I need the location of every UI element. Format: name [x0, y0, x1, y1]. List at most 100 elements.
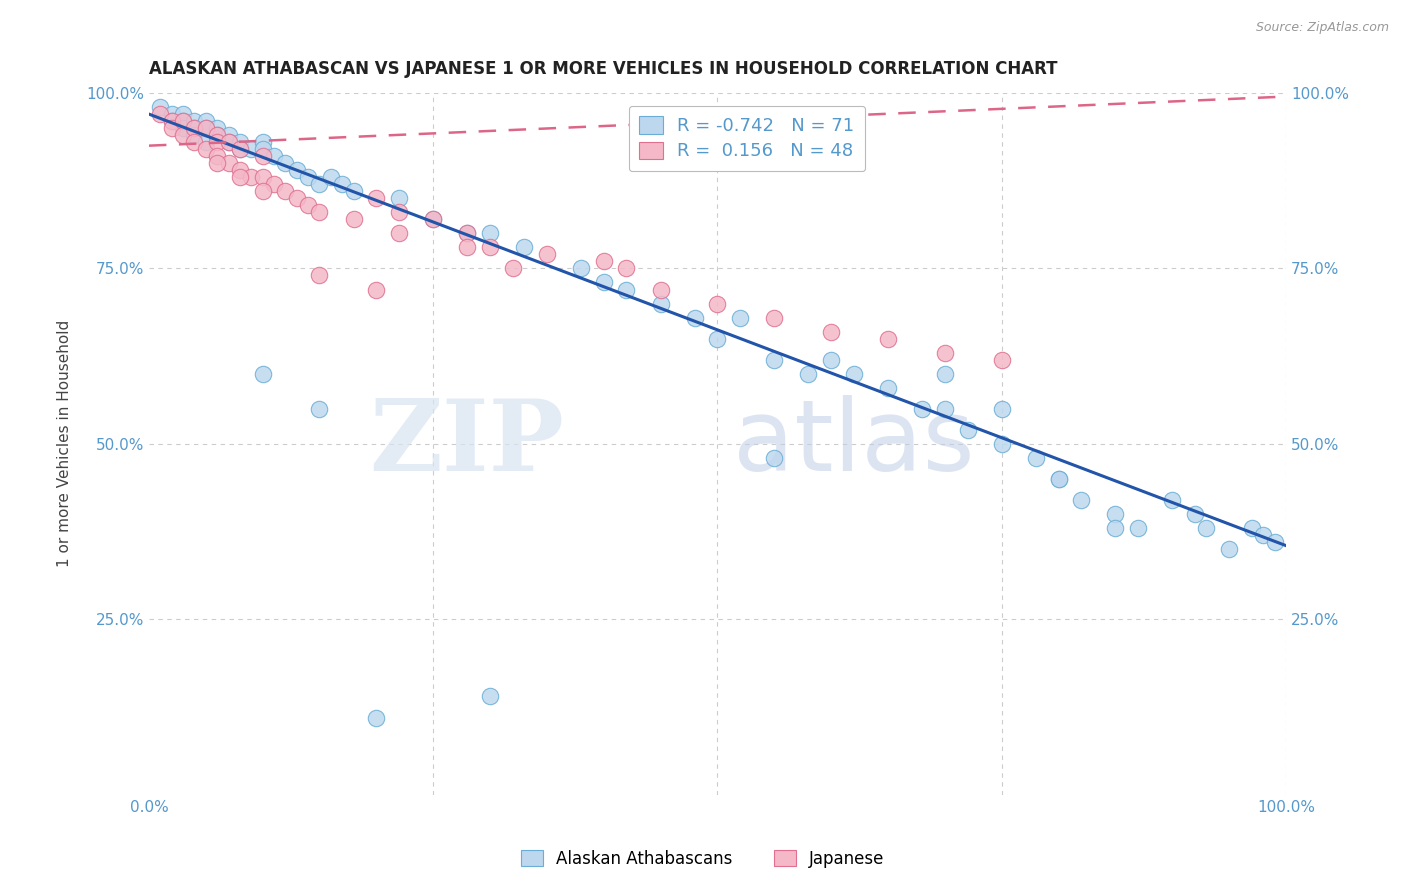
Point	[240, 170, 263, 185]
Point	[502, 261, 524, 276]
Point	[194, 121, 217, 136]
Text: ZIP: ZIP	[368, 395, 564, 492]
Point	[1251, 528, 1274, 542]
Point	[308, 401, 330, 416]
Point	[172, 121, 194, 136]
Point	[650, 283, 672, 297]
Point	[1161, 493, 1184, 508]
Point	[763, 310, 786, 325]
Point	[1195, 521, 1218, 535]
Text: ALASKAN ATHABASCAN VS JAPANESE 1 OR MORE VEHICLES IN HOUSEHOLD CORRELATION CHART: ALASKAN ATHABASCAN VS JAPANESE 1 OR MORE…	[149, 60, 1057, 78]
Point	[229, 135, 252, 149]
Point	[252, 367, 274, 381]
Point	[366, 283, 388, 297]
Point	[616, 283, 638, 297]
Point	[683, 310, 706, 325]
Point	[728, 310, 751, 325]
Point	[456, 227, 478, 241]
Point	[1104, 521, 1126, 535]
Point	[456, 227, 478, 241]
Point	[285, 163, 308, 178]
Point	[263, 149, 285, 163]
Point	[183, 121, 205, 136]
Point	[763, 450, 786, 465]
Point	[650, 296, 672, 310]
Point	[616, 261, 638, 276]
Point	[366, 710, 388, 724]
Point	[308, 268, 330, 283]
Point	[1218, 542, 1240, 557]
Point	[592, 276, 614, 290]
Point	[183, 114, 205, 128]
Point	[205, 128, 228, 143]
Point	[422, 212, 444, 227]
Point	[263, 178, 285, 192]
Point	[536, 247, 558, 261]
Point	[1047, 472, 1070, 486]
Point	[513, 240, 536, 254]
Point	[274, 184, 297, 198]
Y-axis label: 1 or more Vehicles in Household: 1 or more Vehicles in Household	[58, 320, 72, 567]
Point	[252, 170, 274, 185]
Point	[422, 212, 444, 227]
Text: Source: ZipAtlas.com: Source: ZipAtlas.com	[1256, 21, 1389, 35]
Point	[229, 170, 252, 185]
Point	[1104, 507, 1126, 521]
Point	[308, 205, 330, 219]
Point	[183, 135, 205, 149]
Point	[990, 352, 1012, 367]
Point	[479, 227, 502, 241]
Point	[1126, 521, 1149, 535]
Point	[252, 184, 274, 198]
Point	[194, 135, 217, 149]
Point	[218, 135, 240, 149]
Point	[1070, 493, 1092, 508]
Point	[160, 121, 183, 136]
Point	[240, 142, 263, 156]
Point	[252, 149, 274, 163]
Point	[1184, 507, 1206, 521]
Point	[330, 178, 353, 192]
Point	[706, 296, 728, 310]
Point	[319, 170, 342, 185]
Point	[877, 381, 900, 395]
Point	[342, 212, 364, 227]
Point	[172, 128, 194, 143]
Point	[479, 240, 502, 254]
Point	[172, 114, 194, 128]
Point	[205, 135, 228, 149]
Point	[149, 100, 172, 114]
Point	[297, 170, 319, 185]
Point	[218, 135, 240, 149]
Point	[274, 156, 297, 170]
Point	[934, 345, 956, 359]
Point	[990, 437, 1012, 451]
Text: atlas: atlas	[733, 395, 974, 492]
Point	[160, 114, 183, 128]
Point	[763, 352, 786, 367]
Point	[366, 191, 388, 205]
Point	[706, 332, 728, 346]
Point	[252, 135, 274, 149]
Point	[1047, 472, 1070, 486]
Legend: R = -0.742   N = 71, R =  0.156   N = 48: R = -0.742 N = 71, R = 0.156 N = 48	[628, 105, 865, 171]
Point	[218, 156, 240, 170]
Point	[456, 240, 478, 254]
Point	[592, 254, 614, 268]
Point	[229, 163, 252, 178]
Point	[820, 352, 842, 367]
Point	[252, 142, 274, 156]
Point	[911, 401, 934, 416]
Point	[160, 114, 183, 128]
Point	[229, 142, 252, 156]
Point	[194, 114, 217, 128]
Point	[990, 401, 1012, 416]
Point	[160, 107, 183, 121]
Point	[877, 332, 900, 346]
Point	[308, 178, 330, 192]
Point	[1240, 521, 1263, 535]
Point	[342, 184, 364, 198]
Point	[934, 401, 956, 416]
Legend: Alaskan Athabascans, Japanese: Alaskan Athabascans, Japanese	[515, 844, 891, 875]
Point	[218, 128, 240, 143]
